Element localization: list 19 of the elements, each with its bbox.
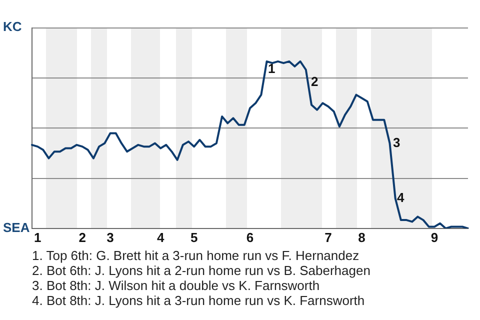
- x-tick-label: 7: [324, 230, 332, 245]
- text: SEA: [3, 220, 30, 236]
- text: 2. Bot 6th: J. Lyons hit a 2-run home run vs B. Saberhagen: [32, 263, 370, 278]
- text: 3. Bot 8th: J. Wilson hit a double vs K. Farnsworth: [32, 278, 321, 293]
- annotation: 3: [393, 135, 400, 150]
- text: 4. Bot 8th: J. Lyons hit a 3-run home run vs K. Farnsworth: [32, 293, 366, 308]
- annotation: 2: [311, 74, 318, 89]
- x-tick-label: 5: [190, 230, 198, 245]
- x-tick-label: 6: [246, 230, 254, 245]
- x-tick-label: 9: [430, 230, 438, 245]
- annotation: 4: [397, 190, 404, 205]
- x-tick-label: 4: [156, 230, 165, 245]
- annotation: 1: [268, 61, 276, 76]
- text: 1. Top 6th: G. Brett hit a 3-run home run vs F. Hernandez: [32, 248, 360, 263]
- x-tick-label: 8: [358, 230, 366, 245]
- x-tick-label: 3: [106, 230, 114, 245]
- x-tick-label: 2: [78, 230, 86, 245]
- text: KC: [3, 19, 22, 34]
- x-tick-label: 1: [34, 230, 42, 245]
